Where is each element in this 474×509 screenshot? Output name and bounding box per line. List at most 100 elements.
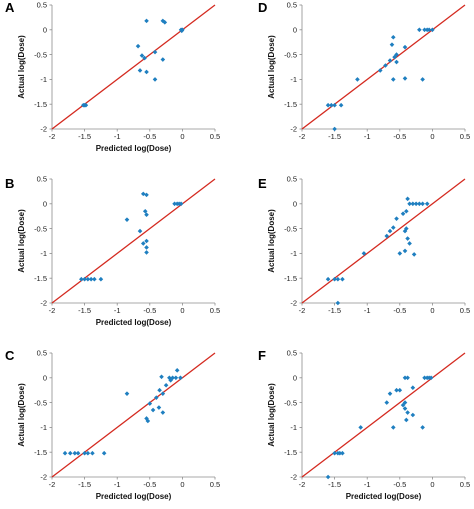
data-point: [144, 192, 149, 198]
panel-letter: E: [258, 176, 267, 191]
data-point: [162, 20, 168, 25]
data-point: [404, 226, 409, 231]
data-point: [413, 201, 419, 207]
scatter-panel-c: C -2 -1.5 -1 -0.5 0 0.5 -2 -1.5 -1 -0.5 0 0.5 Predict…: [5, 348, 220, 501]
data-point: [402, 375, 408, 381]
x-tick-label: -0.5: [143, 132, 156, 141]
data-point: [137, 68, 143, 73]
x-tick-label: -0.5: [393, 132, 406, 141]
data-point: [420, 201, 425, 207]
data-point: [387, 391, 393, 396]
data-point: [424, 201, 430, 207]
data-point: [62, 450, 68, 456]
y-tick-label: -1: [40, 423, 47, 432]
data-point: [404, 417, 409, 423]
data-point: [179, 28, 185, 34]
data-point: [124, 217, 130, 222]
data-point: [417, 201, 422, 207]
data-point: [338, 102, 344, 108]
data-point: [410, 412, 416, 418]
data-point: [325, 102, 331, 108]
data-point: [79, 276, 84, 282]
data-point: [335, 300, 341, 306]
panel-letter: B: [5, 176, 14, 191]
x-axis-title: Predicted log(Dose): [346, 492, 422, 501]
data-point: [384, 233, 390, 239]
data-point: [159, 374, 164, 380]
data-point: [144, 416, 149, 421]
data-point: [144, 250, 149, 255]
y-axis-title: Actual log(Dose): [17, 209, 26, 273]
y-tick-label: -1.5: [284, 100, 297, 109]
data-point: [332, 450, 337, 456]
data-point: [392, 54, 397, 60]
y-tick-label: -1.5: [34, 100, 47, 109]
y-tick-label: -1.5: [34, 448, 47, 457]
data-point: [390, 77, 396, 82]
y-tick-label: -0.5: [34, 398, 47, 407]
data-point: [83, 102, 89, 108]
scatter-panel-d: D -2 -1.5 -1 -0.5 0 0.5 -2 -1.5 -1 -0.5 0 0.5 Actual …: [258, 0, 470, 141]
data-point: [387, 228, 393, 234]
data-point: [85, 450, 91, 456]
data-point: [394, 59, 399, 65]
data-point: [404, 208, 409, 214]
data-point: [147, 401, 153, 406]
data-point: [329, 102, 334, 108]
data-point: [160, 57, 166, 62]
panel-letter: A: [5, 0, 15, 15]
data-point: [178, 201, 184, 207]
x-tick-label: 0.5: [210, 132, 220, 141]
data-point: [144, 245, 149, 250]
fit-line: [301, 352, 466, 478]
y-tick-label: 0.5: [287, 1, 297, 10]
data-point: [335, 276, 341, 282]
x-tick-label: -2: [49, 480, 56, 489]
data-point: [417, 27, 422, 33]
x-tick-label: -2: [299, 480, 306, 489]
data-point: [142, 55, 147, 61]
data-point: [402, 400, 408, 405]
data-point: [152, 77, 158, 82]
y-tick-label: -1: [290, 249, 297, 258]
data-point: [430, 27, 435, 33]
data-point: [160, 391, 166, 396]
x-axis-title: Predicted log(Dose): [96, 318, 172, 327]
y-axis-title: Actual log(Dose): [267, 209, 276, 273]
y-tick-label: -1: [40, 75, 47, 84]
y-tick-label: -0.5: [284, 224, 297, 233]
x-tick-label: -1.5: [328, 132, 341, 141]
x-tick-label: -1: [114, 306, 121, 315]
x-tick-label: 0.5: [460, 306, 470, 315]
x-tick-label: -2: [299, 306, 306, 315]
x-tick-label: 0: [430, 132, 434, 141]
data-point: [173, 375, 179, 381]
data-point: [332, 102, 337, 108]
fit-line: [301, 178, 466, 304]
y-tick-label: 0.5: [287, 175, 297, 184]
x-tick-label: 0.5: [460, 132, 470, 141]
data-point: [422, 27, 427, 33]
data-point: [101, 450, 107, 456]
x-tick-label: -2: [49, 306, 56, 315]
x-tick-label: 0.5: [210, 480, 220, 489]
data-point: [92, 276, 97, 282]
data-point: [411, 252, 417, 257]
data-point: [402, 44, 408, 50]
x-tick-label: -1: [114, 132, 121, 141]
data-point: [428, 375, 434, 381]
data-point: [75, 450, 81, 456]
x-tick-label: -2: [49, 132, 56, 141]
data-point: [420, 425, 425, 430]
y-tick-label: -2: [290, 473, 297, 482]
data-point: [337, 450, 343, 456]
data-point: [144, 18, 149, 24]
data-point: [88, 276, 94, 282]
y-axis-title: Actual log(Dose): [267, 383, 276, 447]
data-point: [340, 450, 345, 456]
data-point: [152, 49, 158, 55]
data-point: [72, 450, 78, 456]
y-tick-label: -2: [290, 125, 297, 134]
data-point: [156, 405, 162, 410]
